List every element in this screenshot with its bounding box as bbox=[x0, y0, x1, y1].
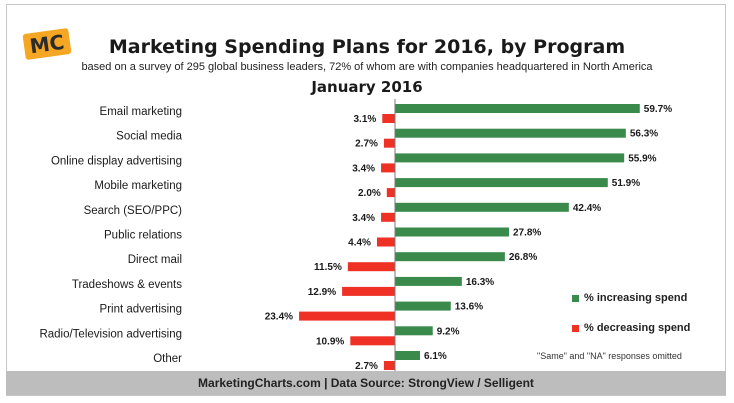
chart-subtitle: based on a survey of 295 global business… bbox=[81, 61, 653, 73]
bar-decrease bbox=[350, 336, 395, 346]
data-label-increase: 6.1% bbox=[424, 351, 447, 362]
legend-label-increase: % increasing spend bbox=[584, 292, 688, 304]
footnote: "Same" and "NA" responses omitted bbox=[537, 351, 682, 361]
data-label-increase: 13.6% bbox=[455, 302, 483, 313]
bar-increase bbox=[395, 153, 625, 163]
legend-swatch-increase bbox=[572, 295, 579, 302]
bar-increase bbox=[395, 301, 451, 311]
bar-increase bbox=[395, 276, 462, 286]
bar-decrease bbox=[386, 188, 395, 198]
category-label: Radio/Television advertising bbox=[39, 328, 182, 340]
legend-label-decrease: % decreasing spend bbox=[584, 322, 691, 334]
data-label-increase: 56.3% bbox=[630, 129, 658, 140]
bar-decrease bbox=[347, 262, 395, 272]
chart-title: Marketing Spending Plans for 2016, by Pr… bbox=[108, 36, 626, 58]
data-label-increase: 27.8% bbox=[513, 228, 541, 239]
bar-increase bbox=[395, 351, 421, 360]
category-label: Direct mail bbox=[128, 254, 182, 266]
category-label: Tradeshows & events bbox=[72, 279, 182, 291]
bar-increase bbox=[395, 227, 509, 237]
category-label: Public relations bbox=[104, 230, 182, 242]
category-label: Print advertising bbox=[100, 304, 182, 316]
data-label-decrease: 11.5% bbox=[314, 262, 342, 273]
data-label-decrease: 10.9% bbox=[316, 336, 344, 347]
chart-date: January 2016 bbox=[311, 78, 423, 96]
data-label-increase: 55.9% bbox=[628, 153, 656, 164]
data-label-increase: 26.8% bbox=[509, 252, 537, 263]
bar-decrease bbox=[299, 311, 395, 321]
bar-increase bbox=[395, 128, 626, 138]
data-label-decrease: 2.7% bbox=[355, 139, 378, 150]
bar-increase bbox=[395, 252, 505, 262]
bar-decrease bbox=[376, 237, 395, 247]
data-label-increase: 51.9% bbox=[612, 178, 640, 189]
data-label-decrease: 3.4% bbox=[352, 213, 375, 224]
category-label: Online display advertising bbox=[51, 155, 182, 167]
bar-increase bbox=[395, 326, 433, 336]
bar-increase bbox=[395, 104, 640, 113]
bar-decrease bbox=[383, 138, 395, 148]
bar-decrease bbox=[381, 163, 395, 173]
chart-frame bbox=[6, 4, 726, 396]
bar-decrease bbox=[382, 114, 395, 123]
data-label-increase: 59.7% bbox=[644, 104, 672, 115]
source-footer: MarketingCharts.com | Data Source: Stron… bbox=[6, 371, 726, 395]
data-label-decrease: 12.9% bbox=[308, 287, 336, 298]
category-label: Social media bbox=[116, 131, 182, 143]
bar-decrease bbox=[383, 361, 395, 370]
data-label-decrease: 2.0% bbox=[358, 188, 381, 199]
bar-increase bbox=[395, 178, 608, 188]
category-label: Mobile marketing bbox=[94, 180, 182, 192]
data-label-decrease: 3.1% bbox=[353, 114, 376, 125]
data-label-decrease: 3.4% bbox=[352, 163, 375, 174]
bar-decrease bbox=[342, 286, 395, 296]
data-label-decrease: 2.7% bbox=[355, 361, 378, 372]
data-label-increase: 9.2% bbox=[437, 326, 460, 337]
data-label-increase: 42.4% bbox=[573, 203, 601, 214]
category-label: Search (SEO/PPC) bbox=[84, 205, 183, 217]
category-label: Email marketing bbox=[100, 106, 182, 118]
data-label-decrease: 4.4% bbox=[348, 238, 371, 249]
bar-decrease bbox=[381, 212, 395, 222]
bar-increase bbox=[395, 202, 569, 212]
category-label: Other bbox=[153, 353, 182, 365]
legend-swatch-decrease bbox=[572, 325, 579, 332]
data-label-decrease: 23.4% bbox=[265, 312, 293, 323]
data-label-increase: 16.3% bbox=[466, 277, 494, 288]
